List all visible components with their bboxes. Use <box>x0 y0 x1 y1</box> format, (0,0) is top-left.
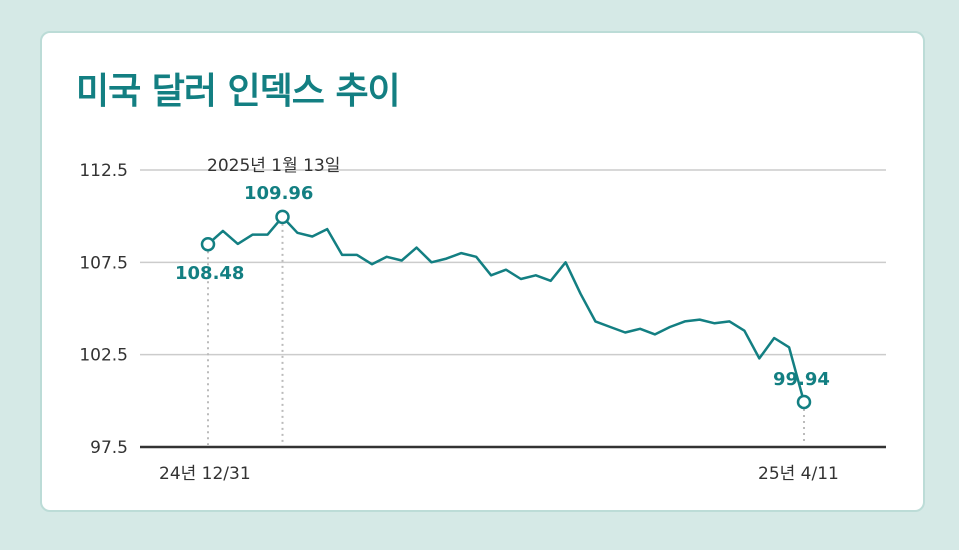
end-value-label: 99.94 <box>773 369 830 390</box>
x-tick-start: 24년 12/31 <box>159 464 251 484</box>
y-tick-label: 112.5 <box>79 161 128 181</box>
chart-title: 미국 달러 인덱스 추이 <box>76 71 401 112</box>
max-point-marker <box>275 209 290 225</box>
y-tick-label: 107.5 <box>79 253 128 273</box>
y-tick-label: 97.5 <box>90 438 128 458</box>
max-date-label: 2025년 1월 13일 <box>207 156 340 176</box>
start-point-marker <box>200 236 216 252</box>
end-point-marker <box>796 394 812 410</box>
series-line <box>206 215 806 404</box>
start-value-label: 108.48 <box>175 263 244 284</box>
y-tick-label: 102.5 <box>79 346 128 366</box>
chart-card <box>40 31 925 512</box>
x-tick-end: 25년 4/11 <box>758 464 839 484</box>
max-value-label: 109.96 <box>244 183 313 204</box>
